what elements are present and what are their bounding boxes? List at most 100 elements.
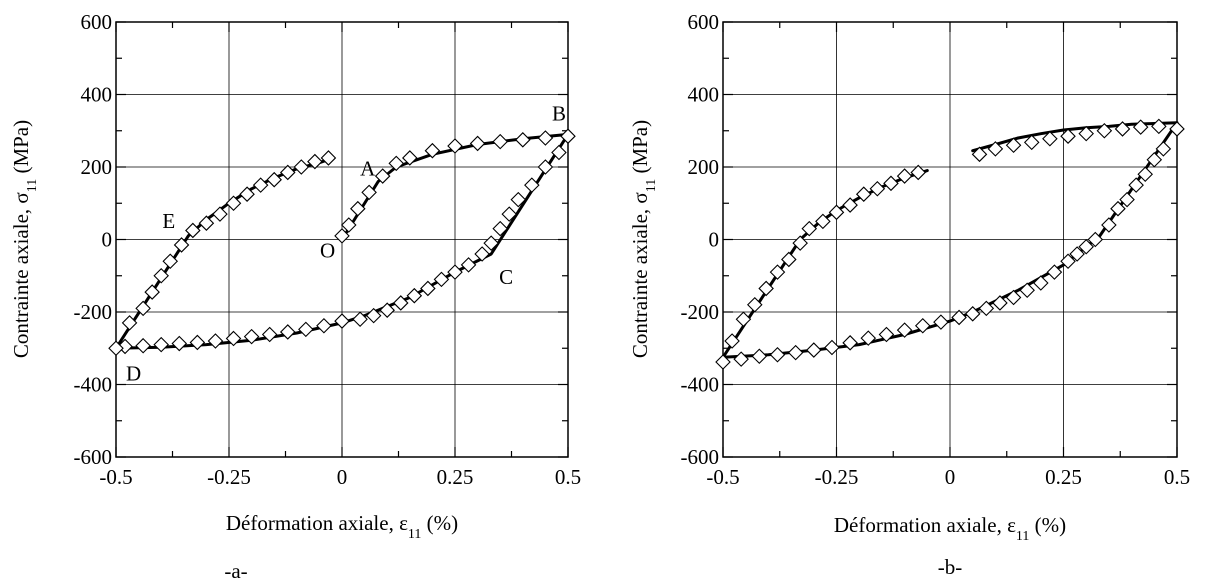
experimental-point-diamond bbox=[1060, 128, 1076, 144]
x-tick-label: 0.25 bbox=[1045, 465, 1082, 489]
experimental-point-diamond bbox=[987, 141, 1004, 157]
point-label-a: A bbox=[360, 157, 376, 181]
x-tick-label: -0.5 bbox=[99, 465, 132, 489]
experimental-point-diamond bbox=[1078, 125, 1094, 142]
experimental-point-diamond bbox=[860, 330, 877, 346]
y-tick-label: 200 bbox=[81, 155, 113, 179]
experimental-point-diamond bbox=[715, 354, 731, 370]
experimental-point-diamond bbox=[1132, 119, 1149, 135]
experimental-point-diamond bbox=[883, 175, 899, 192]
panel-caption: -a- bbox=[224, 559, 247, 583]
y-tick-label: 600 bbox=[81, 10, 113, 34]
experimental-point-diamond bbox=[352, 311, 368, 328]
experimental-point-diamond bbox=[460, 257, 477, 273]
experimental-point-diamond bbox=[724, 333, 740, 349]
experimental-point-diamond bbox=[515, 132, 531, 148]
experimental-point-diamond bbox=[951, 309, 967, 326]
experimental-point-diamond bbox=[144, 284, 160, 300]
experimental-point-diamond bbox=[769, 346, 786, 363]
experimental-point-diamond bbox=[171, 335, 188, 352]
experimental-point-diamond bbox=[402, 150, 418, 166]
experimental-point-diamond bbox=[316, 317, 332, 334]
experimental-point-diamond bbox=[815, 213, 831, 230]
experimental-point-diamond bbox=[1128, 177, 1144, 193]
experimental-point-diamond bbox=[1101, 217, 1117, 233]
experimental-point-diamond bbox=[1146, 151, 1163, 168]
experimental-point-diamond bbox=[266, 171, 282, 188]
model-curve-segment bbox=[721, 169, 929, 359]
experimental-point-diamond bbox=[560, 128, 576, 144]
experimental-point-diamond bbox=[279, 164, 296, 181]
experimental-point-diamond bbox=[537, 130, 554, 146]
experimental-point-diamond bbox=[492, 220, 508, 237]
experimental-point-diamond bbox=[153, 336, 169, 353]
x-tick-label: 0.5 bbox=[1164, 465, 1190, 489]
y-axis-label: Contrainte axiale, σ11 (MPa) bbox=[628, 120, 659, 358]
experimental-point-diamond bbox=[971, 146, 988, 163]
experimental-point-diamond bbox=[1005, 289, 1022, 306]
y-tick-label: -200 bbox=[681, 300, 720, 324]
experimental-point-diamond bbox=[1042, 130, 1058, 147]
experimental-point-diamond bbox=[806, 342, 822, 358]
experimental-point-diamond bbox=[483, 235, 499, 251]
experimental-point-diamond bbox=[992, 295, 1008, 311]
x-tick-label: 0.25 bbox=[437, 465, 474, 489]
experimental-point-diamond bbox=[173, 237, 190, 253]
experimental-point-diamond bbox=[162, 253, 179, 270]
experimental-point-diamond bbox=[758, 280, 774, 297]
experimental-point-diamond bbox=[1119, 191, 1135, 208]
experimental-point-diamond bbox=[474, 246, 490, 262]
experimental-point-diamond bbox=[733, 351, 749, 367]
experimental-point-diamond bbox=[261, 326, 278, 343]
experimental-point-diamond bbox=[792, 235, 808, 251]
experimental-point-diamond bbox=[365, 307, 382, 324]
experimental-point-diamond bbox=[781, 251, 797, 268]
experimental-point-diamond bbox=[1023, 134, 1040, 151]
experimental-point-diamond bbox=[406, 287, 423, 304]
experimental-point-diamond bbox=[787, 344, 804, 361]
chart-panel-b: -0.5 -0.25 0 0.25 0.5 -600 -400 -200 0 200 400 600 D… bbox=[628, 10, 1190, 579]
point-label-o: O bbox=[320, 239, 335, 263]
experimental-point-diamond bbox=[433, 271, 450, 288]
experimental-point-diamond bbox=[735, 311, 752, 328]
experimental-point-diamond bbox=[189, 334, 206, 351]
experimental-point-diamond bbox=[334, 313, 350, 329]
experimental-point-diamond bbox=[1078, 238, 1094, 255]
y-tick-label: 200 bbox=[688, 155, 720, 179]
experimental-point-diamond bbox=[279, 324, 296, 340]
experimental-point-diamond bbox=[842, 335, 858, 351]
experimental-point-diamond bbox=[469, 135, 486, 152]
experimental-point-diamond bbox=[334, 228, 350, 244]
experimental-point-diamond bbox=[185, 222, 201, 239]
experimental-point-diamond bbox=[135, 337, 151, 354]
experimental-point-diamond bbox=[896, 322, 913, 338]
experimental-point-diamond bbox=[121, 315, 138, 331]
experimental-point-diamond bbox=[420, 280, 436, 297]
experimental-point-diamond bbox=[135, 300, 151, 317]
experimental-point-diamond bbox=[801, 220, 818, 237]
experimental-point-diamond bbox=[1110, 200, 1126, 217]
experimental-point-diamond bbox=[361, 184, 377, 201]
experimental-point-diamond bbox=[388, 155, 405, 172]
y-tick-label: 0 bbox=[709, 228, 720, 252]
experimental-point-diamond bbox=[252, 177, 269, 193]
x-axis-label: Déformation axiale, ε11 (%) bbox=[226, 511, 458, 542]
experimental-point-diamond bbox=[551, 144, 567, 161]
experimental-point-diamond bbox=[207, 333, 224, 349]
model-curve-segment bbox=[114, 156, 335, 350]
experimental-point-diamond bbox=[1046, 264, 1063, 280]
panel-caption: -b- bbox=[938, 555, 963, 579]
point-label-e: E bbox=[162, 209, 175, 233]
experimental-point-diamond bbox=[239, 186, 255, 202]
experimental-point-diamond bbox=[524, 177, 540, 193]
experimental-point-diamond bbox=[424, 142, 441, 159]
point-label-d: D bbox=[126, 361, 141, 385]
experimental-point-diamond bbox=[212, 206, 228, 222]
experimental-point-diamond bbox=[1114, 121, 1131, 137]
y-tick-label: -400 bbox=[74, 373, 113, 397]
experimental-point-diamond bbox=[492, 133, 508, 150]
y-tick-label: -600 bbox=[74, 445, 113, 469]
experimental-point-diamond bbox=[842, 197, 858, 213]
experimental-point-diamond bbox=[153, 267, 169, 284]
